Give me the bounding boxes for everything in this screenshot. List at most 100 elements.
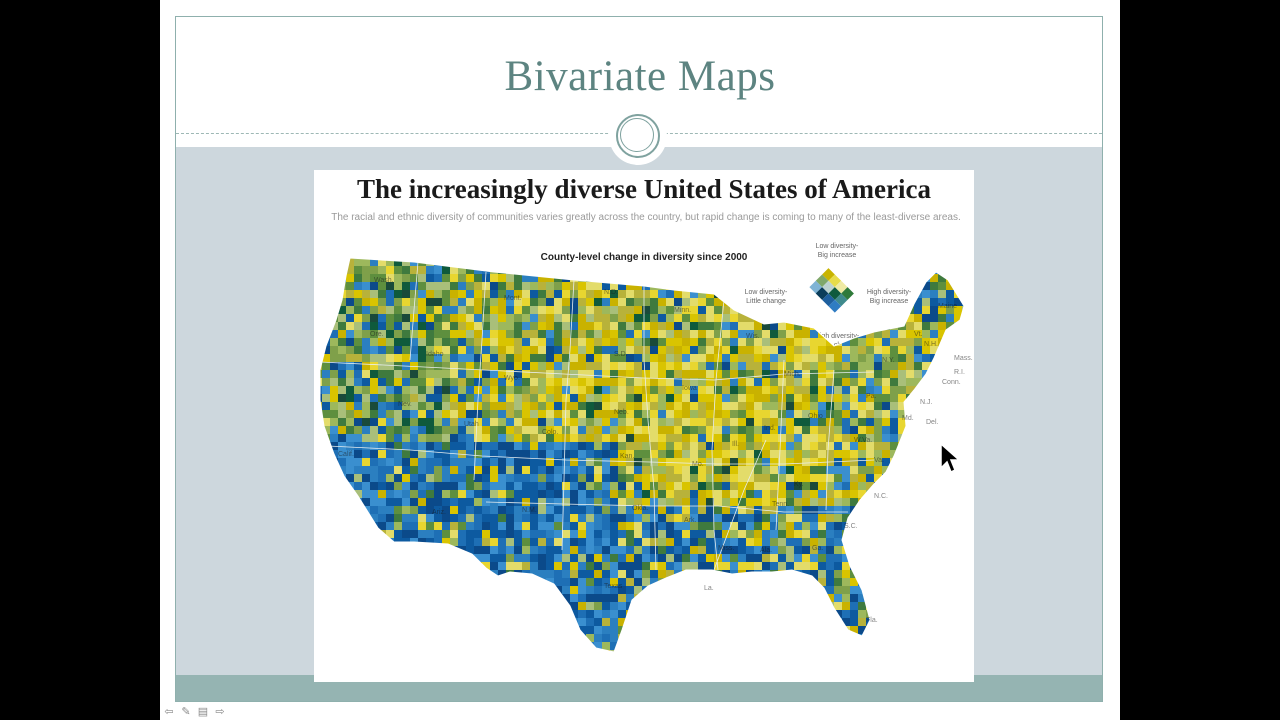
county-cell [730,450,738,458]
county-cell [722,602,730,610]
county-cell [578,546,586,554]
county-cell [378,570,386,578]
county-cell [570,626,578,634]
county-cell [450,402,458,410]
county-cell [682,586,690,594]
county-cell [506,290,514,298]
county-cell [794,258,802,266]
county-cell [930,578,938,586]
county-cell [434,642,442,650]
county-cell [346,394,354,402]
county-cell [818,338,826,346]
county-cell [378,282,386,290]
county-cell [946,346,962,354]
county-cell [546,618,554,626]
county-cell [482,570,490,578]
county-cell [890,346,898,354]
county-cell [962,426,964,434]
county-cell [674,586,682,594]
county-cell [866,330,874,338]
county-cell [714,458,722,466]
county-cell [938,410,946,418]
county-cell [634,322,642,330]
county-cell [546,354,554,362]
county-cell [850,314,858,322]
county-cell [538,330,546,338]
county-cell [922,514,930,522]
county-cell [722,482,730,490]
county-cell [690,602,698,610]
county-cell [834,562,842,570]
county-cell [394,458,402,466]
county-cell [402,266,410,274]
county-cell [714,530,722,538]
county-cell [970,466,974,474]
county-cell [474,466,482,474]
county-cell [826,314,834,322]
county-cell [810,546,818,554]
county-cell [698,634,706,642]
county-cell [746,290,754,298]
county-cell [490,562,498,570]
arrow-right-icon[interactable]: ⇨ [215,706,225,718]
county-cell [514,498,522,506]
county-cell [730,274,738,282]
county-cell [682,594,698,602]
county-cell [338,442,346,450]
county-cell [402,410,410,418]
county-cell [866,282,882,290]
county-cell [362,610,378,618]
county-cell [938,546,946,554]
county-cell [554,394,562,402]
county-cell [866,554,874,562]
county-cell [786,554,794,562]
county-cell [962,450,964,458]
county-cell [746,610,754,618]
county-cell [354,498,362,506]
county-cell [442,570,458,578]
county-cell [842,314,850,322]
county-cell [370,290,378,298]
county-cell [514,642,522,650]
county-cell [642,314,650,322]
county-cell [634,506,642,514]
county-cell [370,594,378,602]
county-cell [642,642,650,650]
county-cell [530,282,538,290]
county-cell [778,610,786,618]
menu-icon[interactable]: ▤ [197,706,209,718]
county-cell [866,578,882,586]
county-cell [698,458,706,466]
county-cell [770,378,778,386]
county-cell [906,466,914,474]
county-cell [370,426,378,434]
county-cell [554,458,562,466]
county-cell [954,338,962,346]
county-cell [320,570,322,578]
county-cell [354,370,362,378]
arrow-left-icon[interactable]: ⇦ [164,706,174,718]
county-cell [482,594,490,602]
county-cell [498,410,506,418]
county-cell [354,314,362,322]
pen-icon[interactable]: ✎ [181,706,191,718]
county-cell [858,450,866,458]
county-cell [474,626,482,634]
county-cell [626,474,634,482]
county-cell [946,482,962,490]
county-cell [522,378,530,386]
county-cell [658,426,666,434]
county-cell [762,386,770,394]
county-cell [530,434,538,442]
county-cell [458,562,466,570]
county-cell [386,410,394,418]
county-cell [554,538,562,546]
county-cell [826,586,834,594]
county-cell [682,370,690,378]
county-cell [962,610,964,618]
county-cell [834,250,842,258]
county-cell [698,378,706,386]
county-cell [858,562,866,570]
county-cell [338,410,346,418]
county-cell [594,650,602,652]
